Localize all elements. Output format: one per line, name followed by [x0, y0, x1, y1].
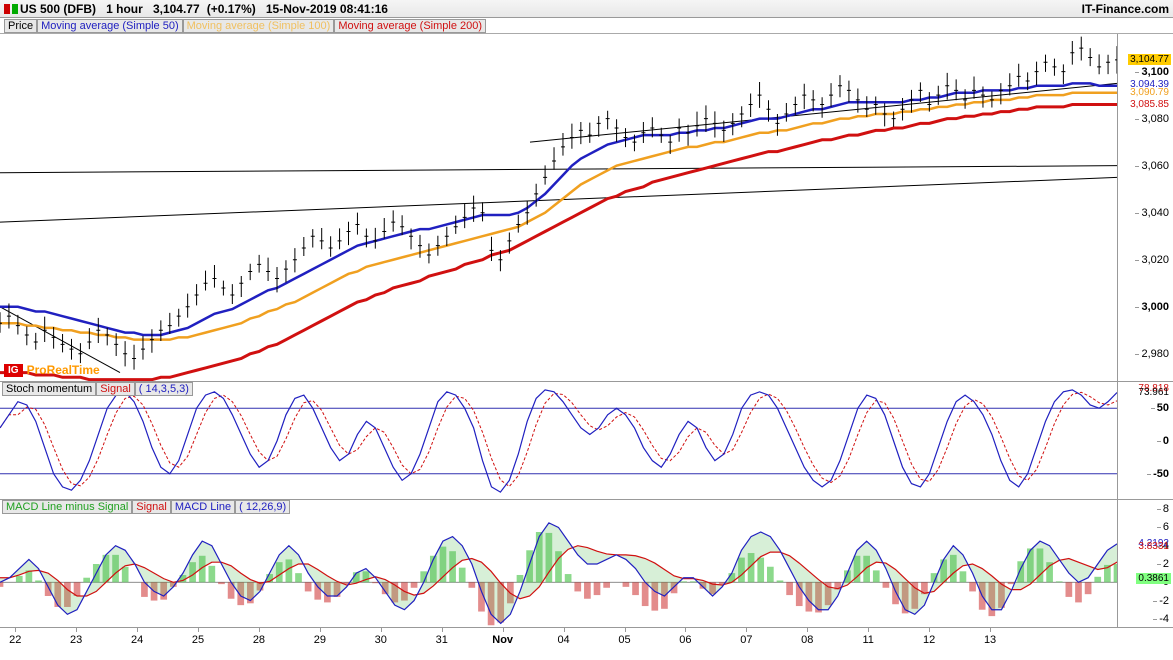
main-chart-svg	[0, 34, 1117, 381]
main-y-axis: 2,9803,0003,0203,0403,0603,0803,1003,104…	[1117, 34, 1173, 381]
stoch-panel[interactable]: Stoch momentumSignal( 14,3,5,3) -5005078…	[0, 382, 1173, 500]
source-text: IT-Finance.com	[1082, 2, 1169, 16]
macd-plot-area[interactable]	[0, 500, 1117, 627]
macd-legend-signal[interactable]: Signal	[132, 500, 171, 514]
prorealtime-text: ProRealTime	[27, 363, 100, 377]
timeframe-text: 1 hour	[106, 2, 143, 16]
macd-legend-line[interactable]: MACD Line	[171, 500, 235, 514]
price-text: 3,104.77	[153, 2, 200, 16]
stoch-legend-main[interactable]: Stoch momentum	[2, 382, 96, 396]
macd-chart-svg	[0, 500, 1117, 627]
chart-header: US 500 (DFB) 1 hour 3,104.77 (+0.17%) 15…	[0, 0, 1173, 18]
macd-legend: MACD Line minus SignalSignalMACD Line( 1…	[2, 500, 290, 514]
stoch-y-axis: -5005078.81873.961	[1117, 382, 1173, 499]
macd-legend-params[interactable]: ( 12,26,9)	[235, 500, 290, 514]
symbol-text: US 500 (DFB)	[20, 2, 96, 16]
main-plot-area[interactable]: IG ProRealTime	[0, 34, 1117, 381]
stoch-legend: Stoch momentumSignal( 14,3,5,3)	[2, 382, 193, 396]
x-axis: 2223242528293031Nov0405060708111213	[0, 628, 1173, 658]
legend-ma50[interactable]: Moving average (Simple 50)	[37, 19, 183, 33]
change-text: (+0.17%)	[207, 2, 256, 16]
candle-icon-red	[4, 4, 10, 14]
main-legend-bar: Price Moving average (Simple 50) Moving …	[0, 18, 1173, 34]
candle-icon-green	[12, 4, 18, 14]
stoch-chart-svg	[0, 382, 1117, 499]
legend-ma100[interactable]: Moving average (Simple 100)	[183, 19, 335, 33]
timestamp-text: 15-Nov-2019 08:41:16	[266, 2, 388, 16]
stoch-legend-params[interactable]: ( 14,3,5,3)	[135, 382, 193, 396]
stoch-plot-area[interactable]	[0, 382, 1117, 499]
ig-logo: IG	[4, 364, 23, 377]
macd-panel[interactable]: MACD Line minus SignalSignalMACD Line( 1…	[0, 500, 1173, 628]
legend-ma200[interactable]: Moving average (Simple 200)	[334, 19, 486, 33]
main-price-chart[interactable]: IG ProRealTime 2,9803,0003,0203,0403,060…	[0, 34, 1173, 382]
macd-legend-diff[interactable]: MACD Line minus Signal	[2, 500, 132, 514]
watermark: IG ProRealTime	[4, 363, 100, 377]
macd-y-axis: -4-2024684.21923.83310.3861	[1117, 500, 1173, 627]
stoch-legend-signal[interactable]: Signal	[96, 382, 135, 396]
legend-price[interactable]: Price	[4, 19, 37, 33]
